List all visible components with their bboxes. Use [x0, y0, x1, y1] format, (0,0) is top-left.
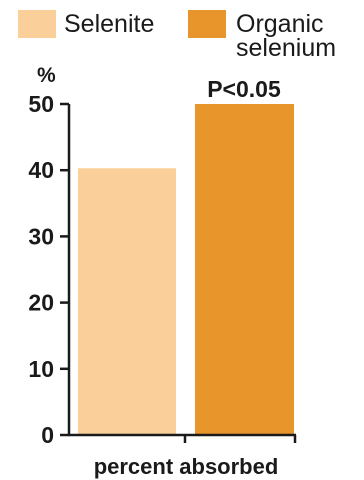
- legend-swatch-selenite: [18, 10, 56, 38]
- bars-group: [78, 104, 294, 436]
- bar-organic-selenium: [195, 104, 294, 435]
- y-tick-label: 20: [28, 290, 54, 316]
- bar-selenite: [78, 168, 176, 436]
- y-axis-unit-label: %: [37, 64, 56, 87]
- y-tick-label: 10: [28, 356, 54, 382]
- y-ticks: 0 10 20 30 40 50: [28, 91, 69, 448]
- y-tick-label: 40: [28, 157, 54, 183]
- x-axis-label: percent absorbed: [94, 454, 279, 479]
- significance-annotation: P<0.05: [207, 76, 281, 102]
- y-tick-label: 0: [41, 422, 54, 448]
- legend-label-organic-selenium: Organic selenium: [236, 10, 336, 62]
- legend-swatch-organic-selenium: [188, 10, 226, 38]
- y-tick-label: 50: [28, 91, 54, 117]
- axes: [67, 104, 297, 443]
- legend-label-selenite: Selenite: [64, 10, 154, 38]
- y-tick-label: 30: [28, 223, 54, 249]
- legend: Selenite Organic selenium: [18, 10, 336, 62]
